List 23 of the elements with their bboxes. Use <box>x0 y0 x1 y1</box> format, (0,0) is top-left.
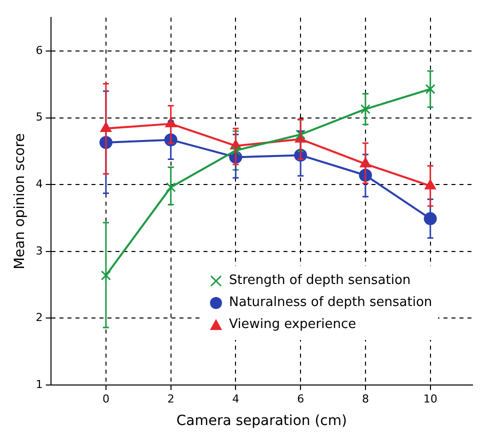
point <box>296 130 306 140</box>
x-tick-label: 2 <box>167 392 174 406</box>
y-axis-title: Mean opinion score <box>12 133 28 270</box>
legend-label: Viewing experience <box>229 316 356 334</box>
point <box>425 84 436 94</box>
x-tick-label: 0 <box>102 392 110 406</box>
y-tick-label: 2 <box>36 311 43 324</box>
x-axis-title: Camera separation (cm) <box>176 413 347 430</box>
point <box>230 146 241 156</box>
point <box>360 104 370 114</box>
point <box>100 270 111 280</box>
legend-label: Naturalness of depth sensation <box>229 294 432 312</box>
y-tick-label: 4 <box>36 177 43 190</box>
y-tick-label: 3 <box>36 244 43 258</box>
point <box>166 182 176 192</box>
x-tick-label: 8 <box>362 392 369 406</box>
y-tick-label: 1 <box>36 378 43 391</box>
y-tick-label: 6 <box>36 44 43 57</box>
x-tick-label: 6 <box>297 392 304 406</box>
y-tick-label: 5 <box>36 110 43 124</box>
x-tick-label: 10 <box>423 392 438 406</box>
x-tick-label: 4 <box>232 392 240 406</box>
legend-label: Strength of depth sensation <box>229 272 411 290</box>
